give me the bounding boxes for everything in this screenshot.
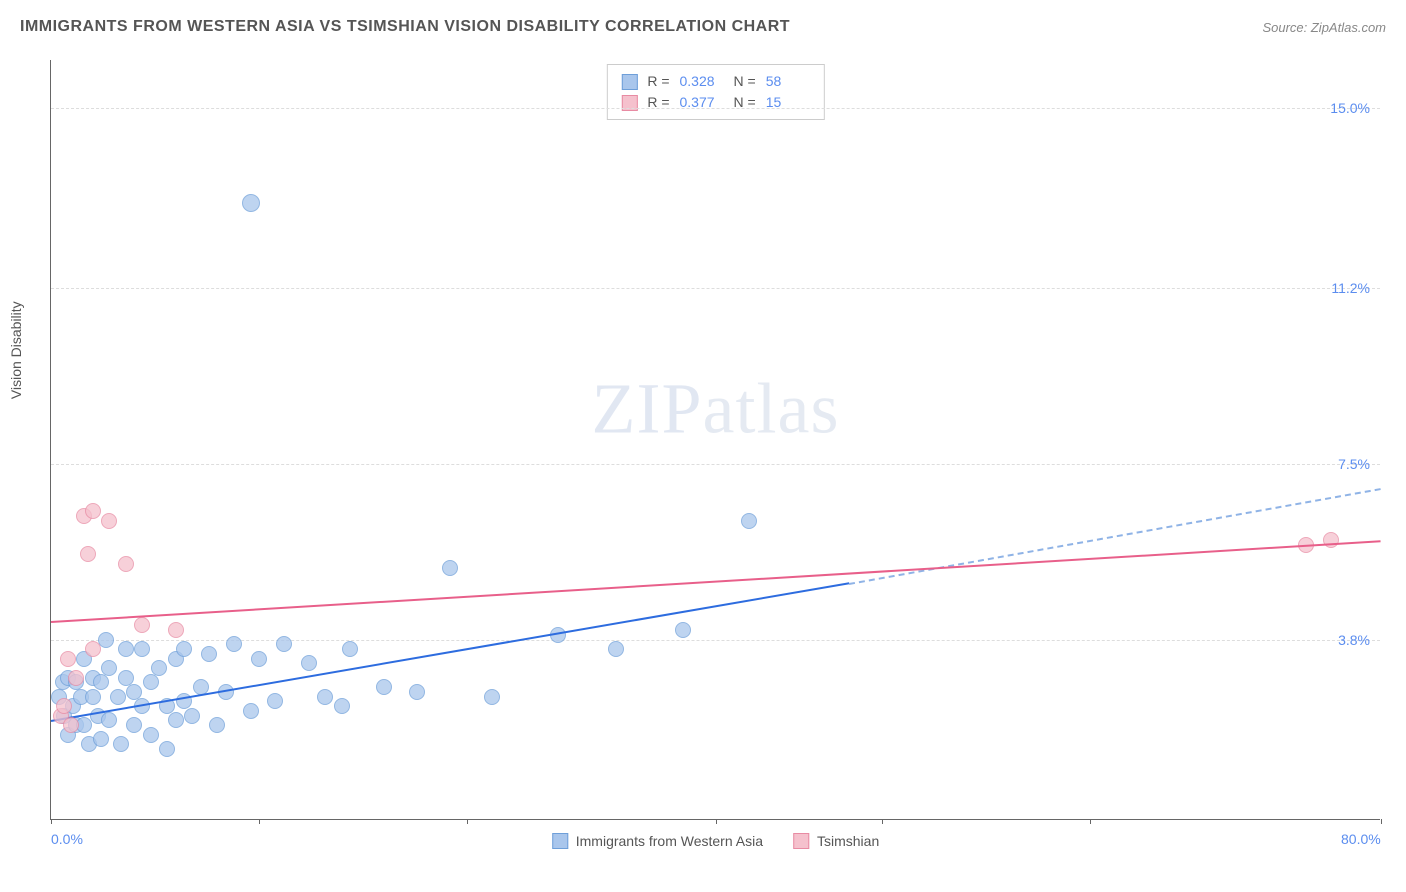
stats-row: R = 0.328 N = 58 — [621, 71, 809, 92]
chart-area: Vision Disability ZIPatlas R =0.328N =58… — [50, 60, 1380, 820]
trend-line — [51, 540, 1381, 623]
scatter-point — [242, 194, 260, 212]
stats-r-value: 0.328 — [680, 71, 724, 92]
y-axis-label: Vision Disability — [8, 301, 24, 399]
scatter-point — [118, 556, 134, 572]
scatter-point — [442, 560, 458, 576]
scatter-point — [60, 651, 76, 667]
scatter-point — [134, 617, 150, 633]
watermark: ZIPatlas — [592, 368, 840, 451]
stats-r-value: 0.377 — [680, 92, 724, 113]
stats-n-value: 15 — [766, 92, 810, 113]
gridline — [51, 108, 1380, 109]
scatter-point — [56, 698, 72, 714]
scatter-point — [126, 717, 142, 733]
x-tick — [882, 819, 883, 824]
scatter-point — [176, 641, 192, 657]
legend-item: Immigrants from Western Asia — [552, 833, 763, 849]
scatter-point — [317, 689, 333, 705]
scatter-point — [85, 503, 101, 519]
scatter-point — [110, 689, 126, 705]
scatter-point — [276, 636, 292, 652]
scatter-point — [243, 703, 259, 719]
scatter-point — [68, 670, 84, 686]
stats-row: R = 0.377 N = 15 — [621, 92, 809, 113]
scatter-point — [342, 641, 358, 657]
watermark-bold: ZIP — [592, 369, 703, 449]
gridline — [51, 640, 1380, 641]
bottom-legend: Immigrants from Western Asia Tsimshian — [552, 833, 880, 849]
scatter-point — [301, 655, 317, 671]
stats-n-label: N = — [734, 71, 756, 92]
x-tick — [259, 819, 260, 824]
scatter-point — [675, 622, 691, 638]
gridline — [51, 288, 1380, 289]
scatter-point — [226, 636, 242, 652]
scatter-point — [151, 660, 167, 676]
scatter-point — [85, 689, 101, 705]
scatter-point — [608, 641, 624, 657]
scatter-point — [168, 712, 184, 728]
scatter-point — [376, 679, 392, 695]
x-tick — [1090, 819, 1091, 824]
scatter-point — [267, 693, 283, 709]
legend-swatch — [793, 833, 809, 849]
stats-r-label: R = — [647, 71, 669, 92]
stats-box: R = 0.328 N = 58 R = 0.377 N = 15 — [606, 64, 824, 120]
scatter-point — [85, 641, 101, 657]
scatter-point — [168, 622, 184, 638]
stats-r-label: R = — [647, 92, 669, 113]
y-tick-label: 7.5% — [1338, 456, 1370, 472]
chart-header: IMMIGRANTS FROM WESTERN ASIA VS TSIMSHIA… — [20, 18, 1386, 36]
watermark-light: atlas — [703, 369, 840, 449]
scatter-point — [741, 513, 757, 529]
x-tick — [716, 819, 717, 824]
x-tick — [51, 819, 52, 824]
scatter-point — [80, 546, 96, 562]
legend-item: Tsimshian — [793, 833, 879, 849]
trend-line-dashed — [849, 488, 1381, 585]
scatter-point — [143, 727, 159, 743]
scatter-point — [113, 736, 129, 752]
scatter-point — [251, 651, 267, 667]
scatter-point — [159, 741, 175, 757]
legend-label: Immigrants from Western Asia — [576, 833, 763, 849]
x-tick — [467, 819, 468, 824]
stats-n-value: 58 — [766, 71, 810, 92]
scatter-point — [184, 708, 200, 724]
scatter-point — [201, 646, 217, 662]
gridline — [51, 464, 1380, 465]
scatter-point — [134, 641, 150, 657]
scatter-point — [93, 674, 109, 690]
scatter-point — [334, 698, 350, 714]
y-tick-label: 15.0% — [1330, 100, 1370, 116]
x-tick — [1381, 819, 1382, 824]
scatter-point — [484, 689, 500, 705]
scatter-point — [101, 513, 117, 529]
chart-source: Source: ZipAtlas.com — [1262, 20, 1386, 35]
stats-swatch — [621, 74, 637, 90]
scatter-point — [209, 717, 225, 733]
chart-title: IMMIGRANTS FROM WESTERN ASIA VS TSIMSHIA… — [20, 18, 790, 36]
x-tick-label: 0.0% — [51, 831, 83, 847]
stats-n-label: N = — [734, 92, 756, 113]
scatter-point — [93, 731, 109, 747]
y-tick-label: 3.8% — [1338, 632, 1370, 648]
legend-swatch — [552, 833, 568, 849]
scatter-point — [118, 641, 134, 657]
y-tick-label: 11.2% — [1331, 280, 1370, 296]
x-tick-label: 80.0% — [1341, 831, 1381, 847]
scatter-point — [143, 674, 159, 690]
scatter-point — [101, 712, 117, 728]
scatter-point — [63, 717, 79, 733]
scatter-point — [409, 684, 425, 700]
scatter-point — [98, 632, 114, 648]
legend-label: Tsimshian — [817, 833, 879, 849]
scatter-point — [101, 660, 117, 676]
